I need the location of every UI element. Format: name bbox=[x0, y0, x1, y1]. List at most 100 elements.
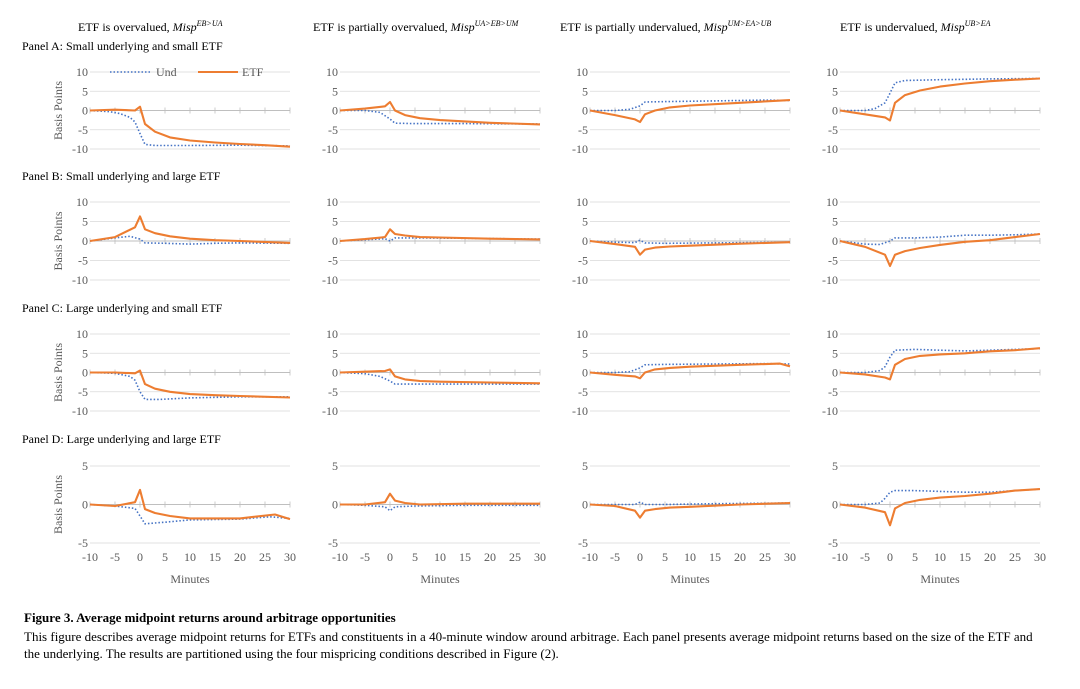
y-tick-label: 10 bbox=[76, 65, 88, 79]
series-und-line bbox=[339, 503, 540, 512]
series-und-line bbox=[840, 488, 1041, 506]
y-tick-label: -5 bbox=[78, 123, 88, 137]
series-und-line bbox=[89, 109, 291, 147]
x-tick-label: 5 bbox=[162, 550, 168, 564]
y-tick-label: 5 bbox=[82, 346, 88, 360]
y-tick-label: 0 bbox=[82, 366, 88, 380]
x-tick-label: 20 bbox=[984, 550, 996, 564]
x-tick-label: -10 bbox=[82, 550, 98, 564]
x-tick-label: 20 bbox=[234, 550, 246, 564]
series-etf-line bbox=[90, 369, 291, 399]
y-tick-label: 0 bbox=[332, 104, 338, 118]
y-tick-label: 10 bbox=[576, 195, 588, 209]
y-tick-label: -10 bbox=[572, 273, 588, 287]
series-etf-line bbox=[839, 232, 1041, 268]
x-tick-label: 30 bbox=[784, 550, 796, 564]
x-tick-label: 30 bbox=[1034, 550, 1046, 564]
column-title-3: ETF is partially undervalued, MispUM>EA>… bbox=[560, 19, 772, 34]
y-tick-label: 0 bbox=[582, 104, 588, 118]
x-tick-label: 10 bbox=[934, 550, 946, 564]
x-axis-title: Minutes bbox=[420, 572, 460, 586]
y-tick-label: -10 bbox=[822, 404, 838, 418]
x-tick-label: 15 bbox=[959, 550, 971, 564]
y-tick-label: 0 bbox=[82, 498, 88, 512]
x-tick-label: 10 bbox=[184, 550, 196, 564]
y-axis-label: Basis Points bbox=[51, 211, 65, 270]
y-tick-label: 5 bbox=[82, 215, 88, 229]
y-tick-label: 5 bbox=[332, 84, 338, 98]
series-etf-line bbox=[589, 99, 791, 124]
x-tick-label: -10 bbox=[332, 550, 348, 564]
y-tick-label: 0 bbox=[832, 498, 838, 512]
y-tick-label: 0 bbox=[332, 366, 338, 380]
x-tick-label: 0 bbox=[387, 550, 393, 564]
series-etf-line bbox=[89, 215, 291, 244]
column-title-1: ETF is overvalued, MispEB>UA bbox=[78, 19, 223, 34]
y-tick-label: 5 bbox=[832, 84, 838, 98]
chart-panel-b-3: 10 5 0 -5 -10 bbox=[572, 195, 791, 287]
x-tick-label: 20 bbox=[734, 550, 746, 564]
y-tick-label: 10 bbox=[826, 65, 838, 79]
x-tick-label: 10 bbox=[684, 550, 696, 564]
panel-title-a: Panel A: Small underlying and small ETF bbox=[22, 39, 223, 53]
series-und-line bbox=[89, 235, 291, 245]
y-tick-label: 5 bbox=[582, 346, 588, 360]
chart-panel-b-1: 10 5 0 -5 -10 Basis Points bbox=[51, 195, 291, 287]
x-tick-label: 20 bbox=[484, 550, 496, 564]
y-axis-label: Basis Points bbox=[51, 475, 65, 534]
series-etf-line bbox=[589, 501, 791, 519]
y-tick-label: -10 bbox=[72, 142, 88, 156]
legend-etf-label: ETF bbox=[242, 65, 264, 79]
series-etf-line bbox=[589, 239, 791, 256]
y-tick-label: 0 bbox=[582, 498, 588, 512]
y-tick-label: 10 bbox=[76, 327, 88, 341]
y-tick-label: -5 bbox=[78, 254, 88, 268]
y-tick-label: -10 bbox=[822, 142, 838, 156]
chart-panel-b-2: 10 5 0 -5 -10 bbox=[322, 195, 541, 287]
x-tick-label: 30 bbox=[534, 550, 546, 564]
x-axis-title: Minutes bbox=[920, 572, 960, 586]
x-tick-label: 15 bbox=[709, 550, 721, 564]
x-tick-label: -5 bbox=[610, 550, 620, 564]
x-tick-label: 0 bbox=[887, 550, 893, 564]
series-und-line bbox=[89, 503, 291, 525]
y-tick-label: -10 bbox=[72, 273, 88, 287]
x-tick-label: 0 bbox=[637, 550, 643, 564]
y-tick-label: -10 bbox=[572, 142, 588, 156]
x-tick-label: 25 bbox=[759, 550, 771, 564]
series-und-line bbox=[839, 233, 1041, 246]
y-tick-label: 10 bbox=[326, 65, 338, 79]
series-und-line bbox=[840, 347, 1041, 374]
y-tick-label: 10 bbox=[326, 327, 338, 341]
series-etf-line bbox=[339, 100, 541, 126]
x-tick-label: 10 bbox=[434, 550, 446, 564]
series-und-line bbox=[89, 371, 290, 401]
chart-panel-a-1: 10 5 0 -5 -10 Basis Points Und ETF bbox=[51, 65, 291, 156]
y-tick-label: 5 bbox=[332, 459, 338, 473]
x-tick-label: 5 bbox=[412, 550, 418, 564]
caption-body: This figure describes average midpoint r… bbox=[24, 629, 1033, 661]
chart-panel-a-2: 10 5 0 -5 -10 bbox=[322, 65, 541, 156]
x-tick-label: 30 bbox=[284, 550, 296, 564]
y-tick-label: 5 bbox=[582, 459, 588, 473]
y-tick-label: -5 bbox=[78, 385, 88, 399]
y-tick-label: 5 bbox=[832, 459, 838, 473]
y-tick-label: -5 bbox=[828, 385, 838, 399]
y-tick-label: -5 bbox=[828, 123, 838, 137]
series-und-line bbox=[590, 362, 791, 374]
x-tick-label: 15 bbox=[209, 550, 221, 564]
series-und-line bbox=[590, 501, 791, 506]
series-etf-line bbox=[839, 488, 1041, 527]
y-tick-label: 0 bbox=[832, 234, 838, 248]
figure: ETF is overvalued, MispEB>UA ETF is part… bbox=[22, 19, 1046, 586]
y-tick-label: 5 bbox=[832, 346, 838, 360]
x-tick-label: -5 bbox=[360, 550, 370, 564]
y-tick-label: 5 bbox=[582, 84, 588, 98]
y-tick-label: -5 bbox=[328, 123, 338, 137]
chart-panel-c-1: 10 5 0 -5 -10 Basis Points bbox=[51, 327, 291, 418]
y-tick-label: 10 bbox=[826, 195, 838, 209]
